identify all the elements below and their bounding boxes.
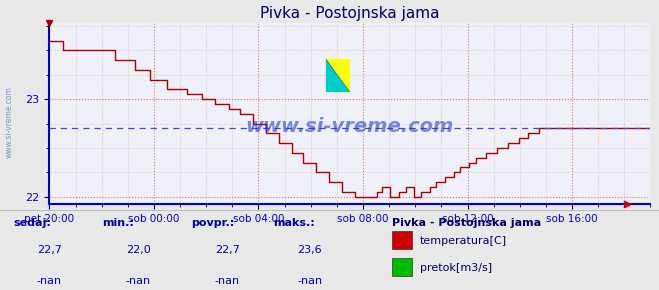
Text: pretok[m3/s]: pretok[m3/s] bbox=[420, 263, 492, 273]
Text: www.si-vreme.com: www.si-vreme.com bbox=[5, 86, 14, 158]
Bar bbox=[392, 258, 412, 276]
Text: -nan: -nan bbox=[215, 276, 240, 286]
Bar bbox=[392, 231, 412, 249]
Polygon shape bbox=[326, 59, 350, 92]
Title: Pivka - Postojnska jama: Pivka - Postojnska jama bbox=[260, 6, 440, 21]
Text: sedaj:: sedaj: bbox=[13, 218, 51, 228]
Text: temperatura[C]: temperatura[C] bbox=[420, 235, 507, 246]
Text: -nan: -nan bbox=[297, 276, 322, 286]
Text: 22,7: 22,7 bbox=[37, 245, 62, 255]
Text: maks.:: maks.: bbox=[273, 218, 315, 228]
Text: povpr.:: povpr.: bbox=[191, 218, 235, 228]
Text: www.si-vreme.com: www.si-vreme.com bbox=[246, 117, 454, 136]
Text: 23,6: 23,6 bbox=[297, 245, 322, 255]
Text: 22,0: 22,0 bbox=[126, 245, 151, 255]
Polygon shape bbox=[326, 59, 350, 92]
Text: Pivka - Postojnska jama: Pivka - Postojnska jama bbox=[392, 218, 541, 228]
Bar bbox=[326, 59, 350, 92]
Text: -nan: -nan bbox=[37, 276, 62, 286]
Text: 22,7: 22,7 bbox=[215, 245, 240, 255]
Text: -nan: -nan bbox=[126, 276, 151, 286]
Text: min.:: min.: bbox=[102, 218, 134, 228]
